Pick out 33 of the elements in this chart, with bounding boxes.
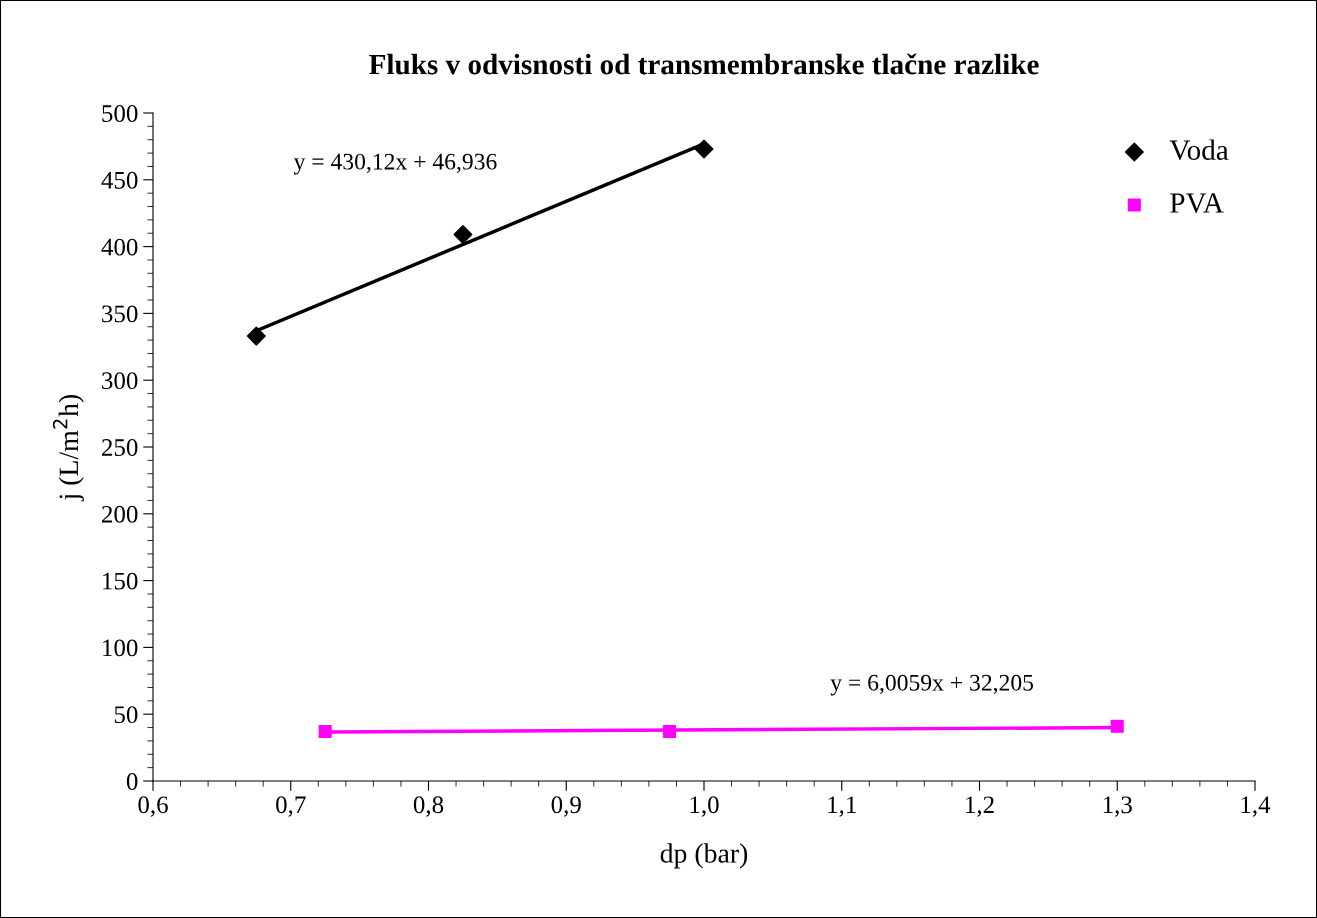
y-tick-label: 400 — [101, 238, 138, 256]
x-tick-label: 1,0 — [690, 796, 719, 817]
annotation: y = 6,0059x + 32,205 — [830, 674, 1034, 696]
y-tick-label: 500 — [102, 105, 138, 122]
chart-title: Fluks v odvisnosti od transmembranske tlačne razlike — [369, 53, 1039, 75]
x-tick-label: 1,4 — [1241, 796, 1271, 817]
x-tick-label: 0,7 — [276, 796, 306, 817]
point — [453, 225, 473, 245]
x-tick-label: 1,3 — [1103, 796, 1132, 817]
y-tick-label: 150 — [103, 572, 138, 590]
point — [663, 725, 677, 739]
legend-label: PVA — [1170, 193, 1224, 213]
y-tick-label: 0 — [126, 773, 138, 790]
y-tick-label: 350 — [102, 305, 138, 323]
point — [318, 725, 332, 739]
y-tick-label: 300 — [102, 372, 138, 390]
annotation: y = 430,12x + 46,936 — [293, 153, 497, 175]
y-tick-label: 250 — [102, 439, 138, 456]
x-tick-label: 1,1 — [828, 796, 856, 817]
y-tick-label: 50 — [114, 706, 138, 724]
y-axis-title: j (L/m$^{2}$h) — [52, 394, 84, 502]
point — [1110, 719, 1124, 733]
legend-label: Voda — [1169, 139, 1229, 161]
x-tick-label: 0,9 — [551, 796, 581, 817]
point — [246, 326, 266, 346]
y-tick-label: 450 — [101, 171, 138, 189]
x-axis-title: dp (bar) — [660, 843, 748, 869]
x-tick-label: 1,2 — [966, 796, 994, 817]
x-tick-label: 0,6 — [138, 796, 168, 817]
y-tick-label: 200 — [102, 505, 138, 523]
x-tick-label: 0,8 — [413, 796, 444, 817]
point — [694, 139, 714, 159]
y-tick-label: 100 — [103, 639, 138, 657]
